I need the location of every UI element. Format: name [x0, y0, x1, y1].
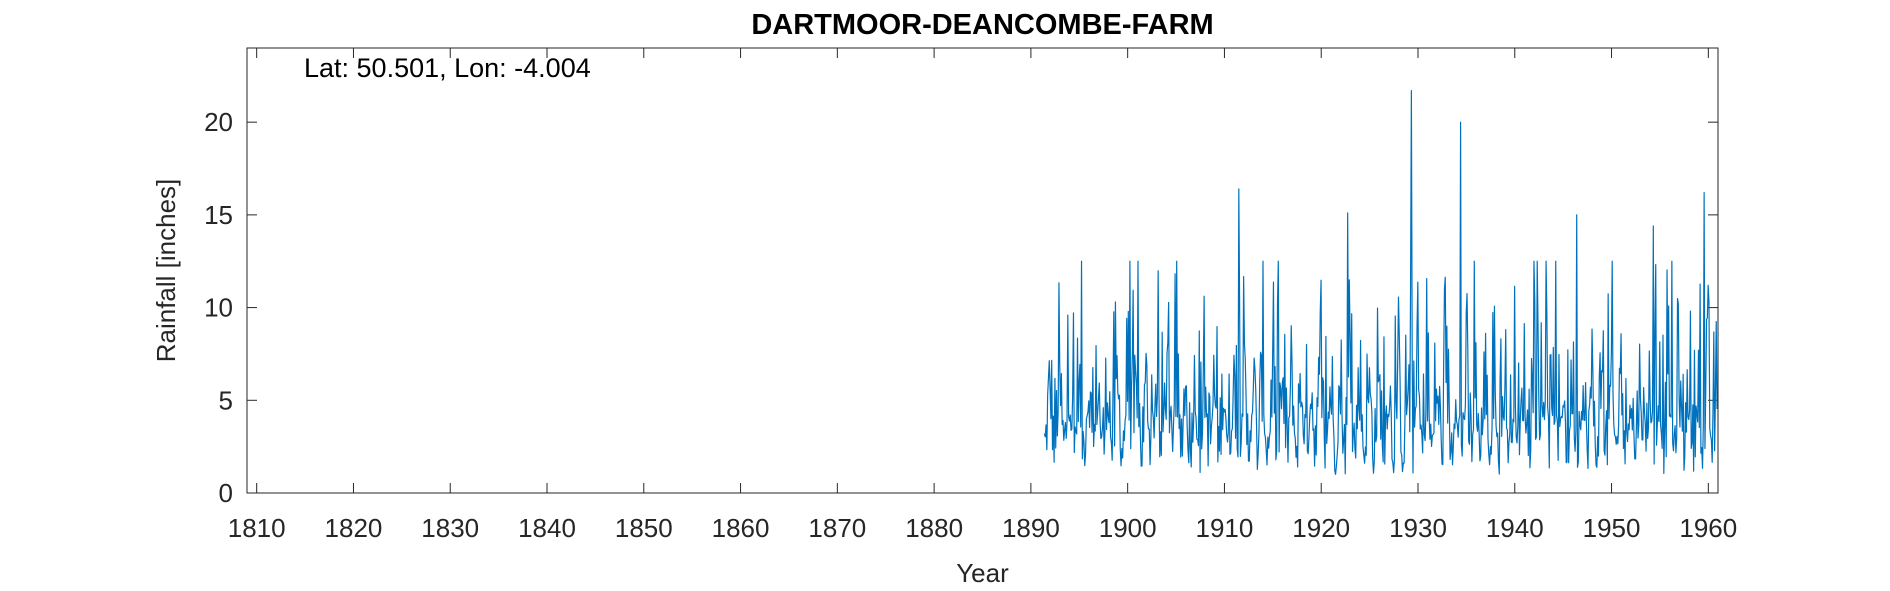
x-axis-label: Year	[956, 558, 1009, 588]
x-tick-label: 1930	[1389, 513, 1447, 543]
plot-area	[246, 47, 1719, 494]
chart-title: DARTMOOR-DEANCOMBE-FARM	[751, 9, 1213, 41]
y-tick-label: 5	[219, 385, 233, 415]
y-axis-label: Rainfall [inches]	[151, 179, 181, 363]
series-line	[1043, 90, 1718, 475]
x-tick-label: 1870	[808, 513, 866, 543]
x-tick-label: 1880	[905, 513, 963, 543]
x-tick-label: 1840	[518, 513, 576, 543]
x-tick-label: 1910	[1196, 513, 1254, 543]
y-tick-label: 15	[204, 200, 233, 230]
x-tick-label: 1920	[1292, 513, 1350, 543]
x-tick-label: 1950	[1583, 513, 1641, 543]
x-tick-label: 1860	[712, 513, 770, 543]
x-tick-label: 1960	[1679, 513, 1737, 543]
x-tick-label: 1940	[1486, 513, 1544, 543]
x-tick-label: 1810	[228, 513, 286, 543]
location-annotation: Lat: 50.501, Lon: -4.004	[304, 53, 591, 83]
y-tick-label: 10	[204, 293, 233, 323]
x-tick-label: 1900	[1099, 513, 1157, 543]
y-tick-label: 0	[219, 478, 233, 508]
x-tick-label: 1850	[615, 513, 673, 543]
x-tick-label: 1820	[325, 513, 383, 543]
y-tick-label: 20	[204, 107, 233, 137]
x-tick-label: 1830	[421, 513, 479, 543]
x-axis-ticks: 1810 1820 1830 1840 1850 1860 1870 1880 1890 1900…	[228, 48, 1737, 543]
y-axis-ticks: 0 5 10 15 20	[204, 107, 1718, 508]
x-tick-label: 1890	[1002, 513, 1060, 543]
